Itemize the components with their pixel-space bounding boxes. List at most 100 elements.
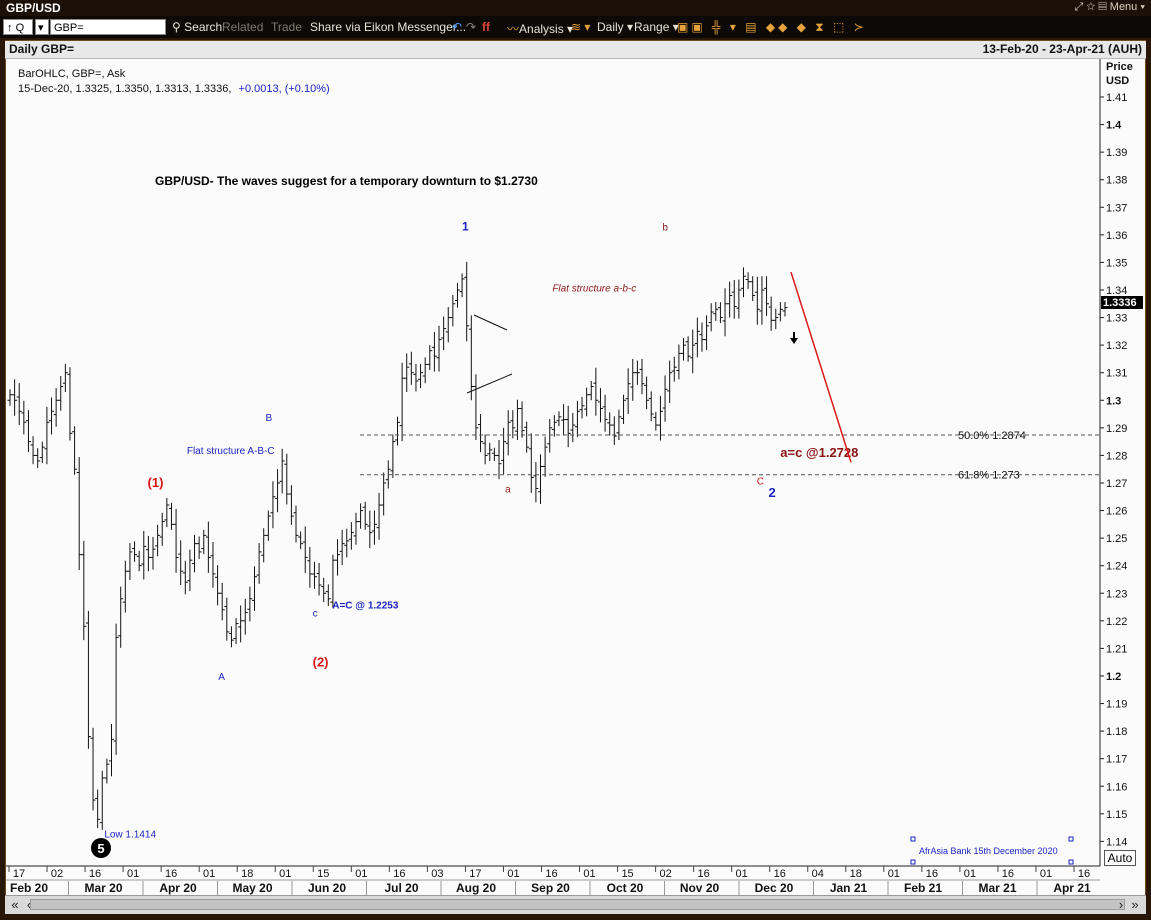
month-label: Nov 20 bbox=[680, 881, 720, 895]
wave-label: (1) bbox=[148, 475, 164, 490]
search-icon: ⚲ bbox=[172, 20, 181, 34]
day-tick-label: 17 bbox=[13, 868, 25, 880]
chart-header-right: 13-Feb-20 - 23-Apr-21 (AUH) bbox=[982, 42, 1142, 56]
range-label[interactable]: Range bbox=[634, 20, 670, 34]
month-label: Apr 21 bbox=[1053, 881, 1091, 895]
menu-button[interactable]: ⤢ ☆ ▤ Menu ▾ bbox=[1074, 1, 1145, 13]
quote-prefix[interactable]: Q bbox=[15, 22, 25, 34]
price-axis-title: Price bbox=[1106, 61, 1133, 73]
price-tick-label: 1.18 bbox=[1106, 726, 1127, 738]
redo-icon[interactable]: ↷ bbox=[466, 20, 477, 34]
day-tick-label: 15 bbox=[621, 868, 633, 880]
scroll-left-fast-icon[interactable]: « bbox=[11, 897, 19, 912]
price-axis: 1.41 1.4 1.39 1.38 1.37 1.36 1.35 1.34 1.33 1.32 1… bbox=[1100, 92, 1127, 848]
day-tick-label: 03 bbox=[431, 868, 443, 880]
price-tick-label: 1.21 bbox=[1106, 643, 1127, 655]
toolbar: ↑ Q ▾ GBP= ⚲ Search Related Trade Share … bbox=[0, 16, 1151, 38]
chart-tools-icons[interactable]: ▣▣ ╬ ▾ ▤ ◆◆ ◆ ⧗ ⬚ ≻ bbox=[677, 20, 867, 34]
day-tick-label: 16 bbox=[165, 868, 177, 880]
window-titlebar: GBP/USD ⤢ ☆ ▤ Menu ▾ bbox=[0, 0, 1151, 16]
day-tick-label: 01 bbox=[1040, 868, 1052, 880]
symbol-input[interactable]: GBP= bbox=[50, 19, 166, 35]
day-tick-label: 01 bbox=[888, 868, 900, 880]
price-tick-label: 1.29 bbox=[1106, 423, 1127, 435]
price-tick-label: 1.2 bbox=[1106, 671, 1121, 683]
wave-label: Flat structure A-B-C bbox=[187, 446, 275, 457]
horizontal-scrollbar[interactable]: « ‹ › » bbox=[5, 895, 1146, 914]
wave-annotations: 1 Flat structure a-b-c b B Flat structure A-… bbox=[104, 220, 858, 841]
fib-levels: 50.0% 1.2874 61.8% 1.273 bbox=[360, 430, 1100, 482]
month-label: Mar 20 bbox=[84, 881, 122, 895]
indicator-icon[interactable]: ff bbox=[482, 20, 490, 34]
menu-label[interactable]: Menu bbox=[1109, 1, 1138, 13]
month-label: Feb 20 bbox=[10, 881, 48, 895]
ohlc-info-line2: 15-Dec-20, 1.3325, 1.3350, 1.3313, 1.333… bbox=[18, 83, 330, 95]
search-label: Search bbox=[184, 20, 223, 34]
wave5-marker-label: 5 bbox=[97, 841, 104, 856]
price-tick-label: 1.37 bbox=[1106, 202, 1127, 214]
day-tick-label: 16 bbox=[1078, 868, 1090, 880]
day-tick-label: 04 bbox=[812, 868, 824, 880]
price-tick-label: 1.23 bbox=[1106, 588, 1127, 600]
day-tick-label: 01 bbox=[355, 868, 367, 880]
auto-scale-button[interactable]: Auto bbox=[1104, 850, 1136, 866]
price-tick-label: 1.16 bbox=[1106, 781, 1127, 793]
month-label: Dec 20 bbox=[755, 881, 794, 895]
interval-label[interactable]: Daily bbox=[597, 20, 624, 34]
price-tick-label: 1.35 bbox=[1106, 257, 1127, 269]
price-tick-label: 1.15 bbox=[1106, 809, 1127, 821]
plot-area bbox=[6, 59, 1100, 865]
wave-label: a=c @1.2728 bbox=[780, 445, 858, 460]
scrollbar-thumb[interactable] bbox=[30, 899, 1125, 910]
fib-level-label: 61.8% 1.273 bbox=[958, 470, 1020, 482]
price-tick-label: 1.26 bbox=[1106, 506, 1127, 518]
quote-selector[interactable]: ↑ Q bbox=[3, 19, 33, 35]
time-axis: 17 02 16 01 16 01 18 01 15 01 16 03 17 01 16 01 15 02 16 01… bbox=[8, 866, 1091, 895]
analysis-label[interactable]: Analysis bbox=[519, 22, 564, 36]
footer-note: AfrAsia Bank 15th December 2020 bbox=[919, 846, 1058, 856]
undo-icon[interactable]: ↶ bbox=[452, 20, 463, 34]
day-tick-label: 16 bbox=[393, 868, 405, 880]
arrow-down-icon bbox=[790, 338, 798, 344]
wave-label: Flat structure a-b-c bbox=[552, 283, 636, 294]
chart-header: Daily GBP= 13-Feb-20 - 23-Apr-21 (AUH) bbox=[5, 41, 1146, 59]
ohlc-info-change: +0.0013, (+0.10%) bbox=[239, 83, 330, 95]
search-button[interactable]: ⚲ Search bbox=[172, 20, 222, 34]
analysis-menu[interactable]: 〰Analysis ▾ bbox=[507, 22, 574, 36]
day-tick-label: 16 bbox=[545, 868, 557, 880]
month-label: May 20 bbox=[232, 881, 272, 895]
day-tick-label: 16 bbox=[926, 868, 938, 880]
share-button[interactable]: Share via Eikon Messenger... bbox=[310, 20, 467, 34]
month-label: Sep 20 bbox=[531, 881, 570, 895]
footer-marker-tl bbox=[910, 836, 916, 842]
drawing-tools-icon[interactable]: ≋ ▾ bbox=[571, 20, 591, 34]
interval-menu[interactable]: Daily ▾ bbox=[597, 20, 634, 34]
trade-menu[interactable]: Trade bbox=[271, 20, 302, 34]
wave-label: A bbox=[218, 672, 225, 683]
price-tick-label: 1.22 bbox=[1106, 616, 1127, 628]
day-tick-label: 16 bbox=[774, 868, 786, 880]
price-tick-label: 1.28 bbox=[1106, 450, 1127, 462]
price-tick-label: 1.31 bbox=[1106, 368, 1127, 380]
chart-title: GBP/USD- The waves suggest for a tempora… bbox=[155, 174, 538, 188]
chart-header-left: Daily GBP= bbox=[9, 42, 75, 56]
footer-marker-tr bbox=[1068, 836, 1074, 842]
chevron-down-icon[interactable]: ▾ bbox=[35, 19, 49, 35]
scroll-right-fast-icon[interactable]: » bbox=[1131, 897, 1139, 912]
price-tick-label: 1.3 bbox=[1106, 395, 1121, 407]
price-tick-label: 1.25 bbox=[1106, 533, 1127, 545]
month-label: Feb 21 bbox=[904, 881, 942, 895]
scroll-right-icon[interactable]: › bbox=[1118, 897, 1124, 912]
forecast-line bbox=[790, 271, 852, 463]
month-label: Jan 21 bbox=[830, 881, 868, 895]
range-menu[interactable]: Range ▾ bbox=[634, 20, 679, 34]
price-tick-label: 1.41 bbox=[1106, 92, 1127, 104]
triangle-line-lower bbox=[466, 373, 513, 394]
triangle-line-upper bbox=[473, 314, 508, 331]
price-tick-label: 1.27 bbox=[1106, 478, 1127, 490]
related-menu[interactable]: Related bbox=[222, 20, 264, 34]
day-tick-label: 17 bbox=[469, 868, 481, 880]
scroll-left-icon[interactable]: ‹ bbox=[26, 897, 32, 912]
ohlc-info-values: 15-Dec-20, 1.3325, 1.3350, 1.3313, 1.333… bbox=[18, 83, 231, 95]
